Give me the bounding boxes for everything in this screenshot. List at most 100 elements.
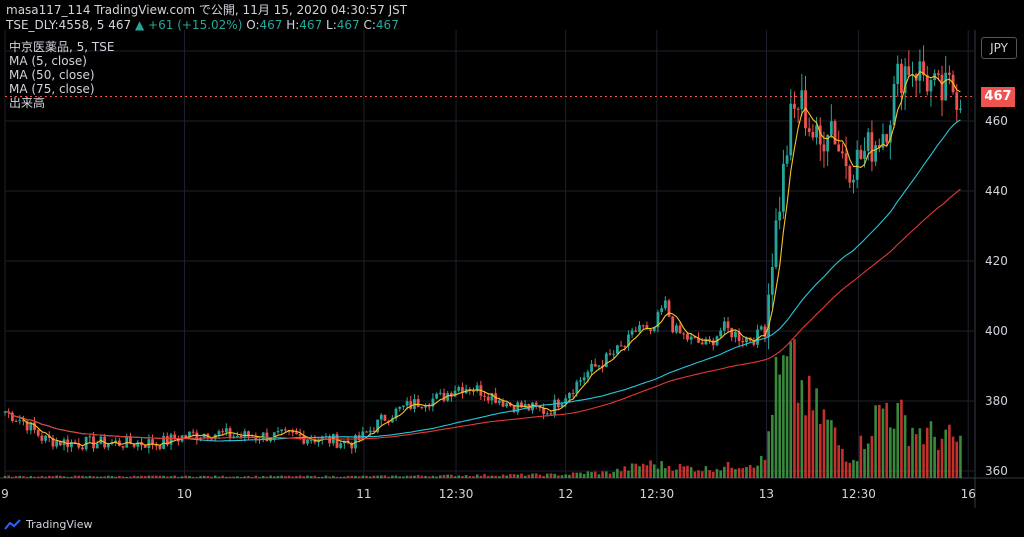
candle-body [881, 134, 885, 148]
candle-body [649, 329, 652, 331]
volume-bar [568, 474, 571, 478]
x-tick-label: 10 [177, 487, 192, 501]
candle-body [51, 437, 55, 447]
volume-bar [372, 475, 376, 478]
volume-bar [708, 470, 711, 478]
volume-bar [62, 476, 66, 478]
volume-bar [730, 467, 734, 478]
candle-body [416, 399, 420, 408]
volume-bar [741, 468, 745, 478]
volume-bar [549, 473, 553, 478]
candle-body [335, 434, 339, 448]
volume-bar [280, 475, 283, 478]
volume-bar [863, 448, 866, 478]
volume-bar [73, 475, 77, 478]
legend-volume[interactable]: 出来高 [9, 96, 46, 110]
candle-body [538, 406, 542, 409]
candle-body [29, 422, 33, 431]
candle-body [763, 326, 767, 337]
chart-header: masa117_114 TradingView.com で公開, 11月 15,… [6, 3, 407, 33]
legend-symbol[interactable]: 中京医薬品, 5, TSE [9, 40, 115, 54]
candle-body [619, 345, 623, 347]
candle-body [243, 431, 247, 437]
volume-bar [638, 466, 641, 478]
candle-body [121, 446, 125, 448]
volume-bar [723, 466, 726, 478]
volume-bar [450, 474, 453, 478]
currency-button[interactable]: JPY [981, 37, 1017, 59]
volume-bar [162, 475, 165, 478]
candle-body [804, 90, 807, 129]
volume-bar [649, 460, 652, 478]
volume-bar [534, 473, 538, 478]
volume-bar [446, 474, 449, 478]
volume-bar [464, 475, 468, 478]
volume-bar [398, 476, 402, 478]
volume-bar [95, 476, 99, 478]
volume-bar [848, 462, 852, 478]
candle-body [745, 337, 748, 343]
candle-body [671, 316, 675, 333]
volume-bar [907, 446, 911, 478]
volume-bar [686, 465, 689, 478]
volume-bar [855, 461, 859, 478]
candle-body [571, 393, 575, 395]
volume-bar [357, 476, 361, 478]
candle-body [151, 439, 154, 446]
candle-body [841, 151, 844, 154]
x-tick-label: 16 [961, 487, 976, 501]
candle-body [534, 402, 538, 407]
candle-body [379, 414, 383, 420]
candle-body [44, 435, 47, 441]
candle-body [922, 61, 925, 76]
candle-body [859, 149, 863, 159]
footer[interactable]: TradingView [4, 518, 92, 531]
candle-body [254, 436, 258, 440]
volume-bar [486, 475, 490, 478]
volume-bar [560, 475, 564, 478]
candle-body [490, 393, 494, 401]
volume-bar [767, 431, 770, 478]
candle-body [612, 353, 616, 355]
volume-bar [505, 475, 509, 478]
volume-bar [346, 475, 350, 478]
volume-bar [711, 471, 715, 478]
volume-bar [778, 374, 781, 478]
volume-bar [84, 476, 88, 478]
volume-bar [612, 471, 615, 478]
volume-bar [841, 448, 844, 478]
candle-body [870, 132, 874, 162]
x-tick-label: 12:30 [439, 487, 474, 501]
volume-bar [202, 475, 206, 478]
legend-ma5[interactable]: MA (5, close) [9, 54, 87, 68]
candle-body [461, 387, 464, 394]
candle-body [940, 74, 944, 101]
candle-body [778, 211, 782, 221]
candle-body [866, 132, 870, 151]
volume-bar [501, 474, 505, 478]
volume-bar [151, 475, 154, 478]
candle-body [261, 432, 265, 440]
candle-body [92, 436, 95, 449]
candle-body [936, 73, 940, 75]
volume-bar [236, 476, 239, 478]
volume-bar [191, 476, 195, 478]
volume-bar [955, 441, 959, 478]
y-tick-label: 380 [985, 394, 1008, 408]
volume-bar [545, 473, 549, 478]
legend-ma75[interactable]: MA (75, close) [9, 82, 95, 96]
candle-body [888, 125, 892, 143]
volume-bar [129, 476, 132, 478]
legend-ma50[interactable]: MA (50, close) [9, 68, 95, 82]
candle-body [158, 445, 162, 449]
volume-bar [258, 476, 261, 478]
candle-body [615, 345, 619, 354]
volume-bar [405, 475, 409, 478]
candle-body [117, 440, 121, 447]
candle-body [767, 294, 771, 337]
candle-body [947, 72, 951, 75]
volume-bar [889, 427, 892, 478]
volume-bar [483, 474, 486, 478]
candle-body [844, 153, 848, 167]
